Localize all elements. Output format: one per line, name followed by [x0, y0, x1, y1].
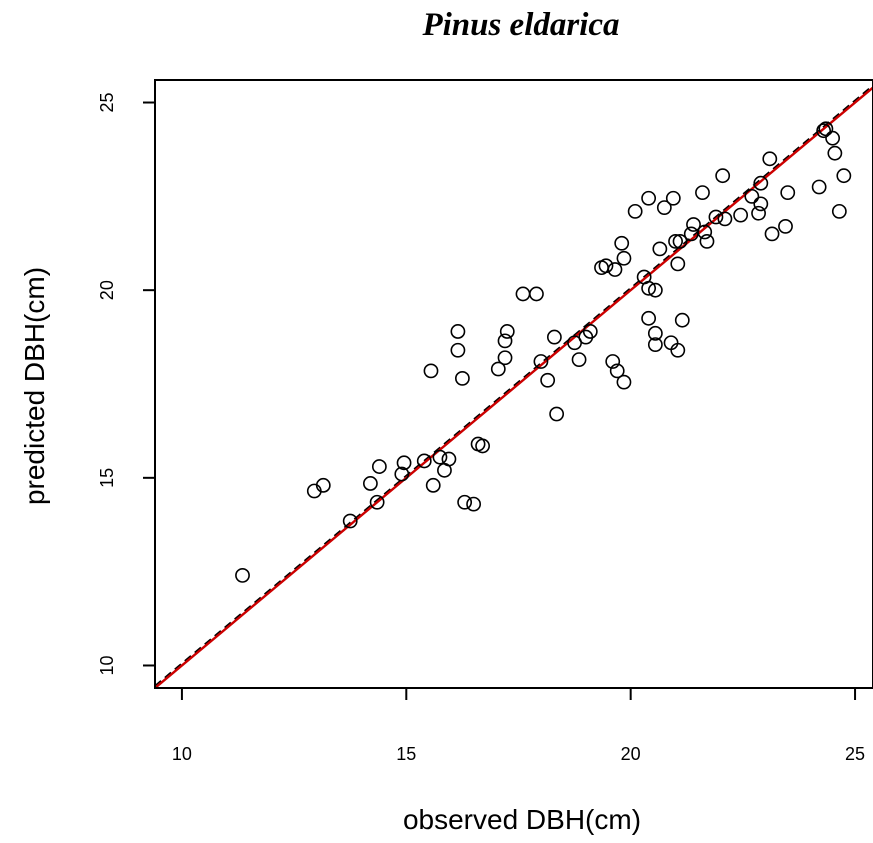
data-point — [457, 494, 473, 510]
data-point — [371, 459, 387, 474]
data-point — [778, 218, 793, 234]
reference-lines — [155, 84, 873, 688]
data-point — [836, 168, 852, 184]
data-point — [450, 324, 466, 339]
x-tick-label: 25 — [845, 744, 865, 764]
data-point — [342, 513, 358, 529]
data-point — [717, 211, 733, 227]
data-point — [605, 354, 621, 369]
data-point — [825, 130, 841, 146]
data-point — [515, 286, 531, 302]
data-point — [744, 188, 760, 204]
data-point — [647, 325, 663, 341]
data-point — [816, 123, 832, 139]
data-point — [641, 310, 657, 326]
dashed-fit-line — [155, 84, 873, 687]
data-point — [831, 203, 847, 219]
data-point — [764, 226, 780, 242]
data-point — [753, 175, 769, 191]
data-point — [670, 256, 686, 272]
y-tick-label: 20 — [97, 280, 117, 300]
data-point — [647, 337, 663, 352]
data-point — [665, 190, 681, 206]
plot-frame — [154, 79, 873, 689]
x-axis-label: observed DBH(cm) — [403, 804, 641, 835]
data-point — [699, 233, 715, 249]
data-point — [641, 190, 657, 206]
data-point — [235, 568, 250, 583]
axes: 10 15 20 25 10 15 20 25 — [97, 93, 865, 764]
data-point — [362, 476, 378, 491]
data-point — [490, 361, 506, 377]
x-tick-label: 10 — [172, 744, 192, 764]
data-point — [450, 342, 466, 358]
data-point — [827, 145, 843, 161]
data-point — [715, 168, 731, 184]
data-point — [616, 374, 632, 390]
data-point — [647, 282, 663, 298]
data-point — [369, 494, 385, 510]
data-point — [607, 262, 623, 277]
data-point — [598, 258, 614, 274]
y-tick-label: 25 — [97, 93, 117, 113]
y-tick-label: 10 — [97, 655, 117, 675]
data-point — [315, 477, 331, 493]
data-point — [396, 455, 412, 471]
data-point — [540, 372, 556, 388]
data-point — [751, 205, 766, 221]
data-point — [762, 151, 778, 167]
data-point — [549, 406, 565, 422]
data-point — [466, 496, 482, 512]
data-point — [753, 196, 769, 212]
data-point — [697, 224, 713, 240]
data-point — [708, 209, 724, 225]
data-point — [656, 200, 672, 216]
x-tick-label: 15 — [396, 744, 416, 764]
chart-title: Pinus eldarica — [421, 7, 619, 43]
data-point — [668, 233, 683, 249]
data-point — [616, 250, 632, 266]
data-point — [394, 466, 410, 482]
data-point — [425, 477, 441, 493]
data-point — [670, 342, 686, 358]
data-point — [423, 363, 439, 379]
data-point — [533, 354, 549, 369]
data-point — [571, 352, 587, 368]
data-point — [686, 217, 701, 232]
data-points — [235, 121, 852, 583]
data-point — [529, 286, 544, 302]
x-tick-label: 20 — [621, 744, 641, 764]
data-point — [497, 350, 513, 366]
y-axis-label: predicted DBH(cm) — [19, 267, 50, 505]
data-point — [497, 333, 513, 349]
data-point — [780, 185, 796, 200]
data-point — [695, 185, 710, 200]
data-point — [416, 453, 432, 469]
data-point — [641, 280, 657, 296]
data-point — [609, 363, 625, 379]
data-point — [582, 324, 598, 339]
data-point — [627, 203, 643, 219]
y-tick-label: 15 — [97, 468, 117, 488]
data-point — [652, 241, 668, 257]
data-point — [614, 235, 630, 251]
data-point — [674, 312, 690, 328]
one-to-one-line — [155, 86, 873, 688]
data-point — [672, 233, 688, 249]
data-point — [499, 324, 515, 339]
data-point — [546, 329, 562, 345]
data-point — [733, 207, 749, 223]
data-point — [811, 179, 827, 195]
data-point — [454, 370, 470, 386]
data-point — [432, 449, 448, 465]
data-point — [441, 451, 457, 467]
data-point — [475, 438, 490, 454]
